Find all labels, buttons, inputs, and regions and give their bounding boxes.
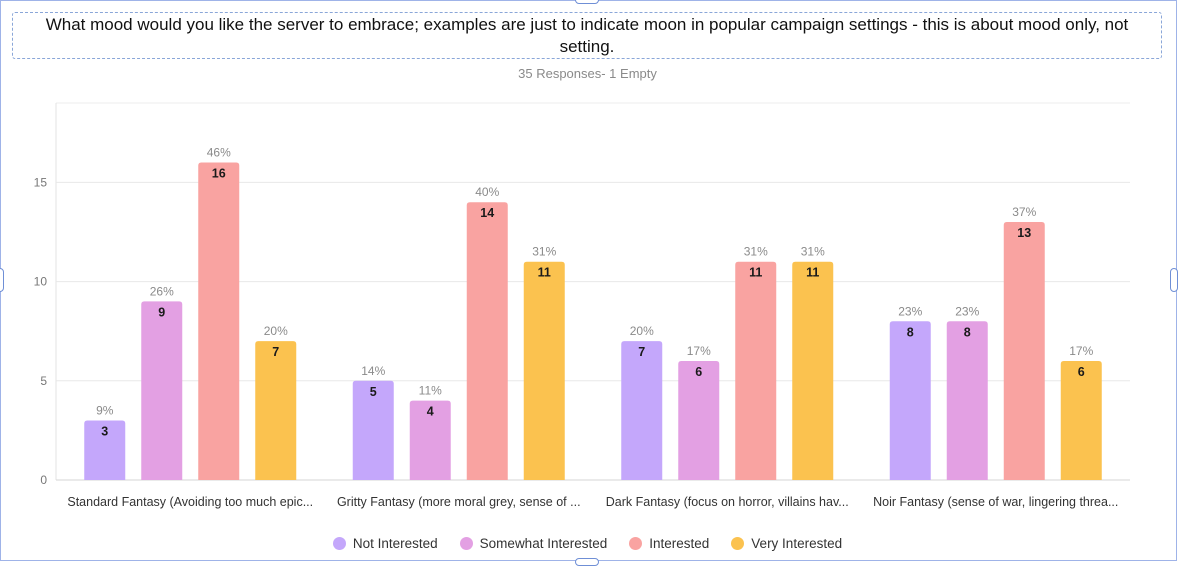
legend-swatch-very-interested	[731, 537, 745, 550]
bar	[678, 360, 720, 480]
bar-percent-label: 23%	[898, 304, 922, 318]
bar-value-label: 3	[101, 424, 108, 438]
legend-item-very-interested[interactable]: Very Interested	[731, 536, 842, 551]
question-title[interactable]: What mood would you like the server to e…	[12, 12, 1162, 59]
resize-handle-right[interactable]	[1170, 268, 1178, 292]
bar-value-label: 13	[1017, 226, 1031, 240]
y-tick-label: 0	[40, 473, 47, 487]
bar	[889, 321, 931, 480]
question-title-text: What mood would you like the server to e…	[45, 14, 1129, 56]
x-category-label: Dark Fantasy (focus on horror, villains …	[606, 495, 849, 509]
bar	[84, 420, 126, 480]
legend-swatch-interested	[629, 537, 643, 550]
x-category-label: Noir Fantasy (sense of war, lingering th…	[873, 495, 1118, 509]
bar	[946, 321, 988, 480]
legend-label-somewhat-interested: Somewhat Interested	[479, 536, 608, 551]
bar-value-label: 6	[1078, 365, 1085, 379]
bar-value-label: 14	[480, 206, 494, 220]
y-tick-label: 5	[40, 374, 47, 388]
legend-label-not-interested: Not Interested	[352, 536, 438, 551]
bar	[141, 301, 183, 480]
bar-value-label: 16	[212, 167, 226, 181]
bar-percent-label: 40%	[475, 185, 499, 199]
response-count: 35 Responses- 1 Empty	[518, 66, 657, 81]
bar-value-label: 11	[538, 266, 551, 280]
bar-value-label: 8	[964, 325, 971, 339]
bar-value-label: 7	[638, 345, 645, 359]
legend-label-interested: Interested	[649, 536, 710, 551]
bar	[735, 261, 777, 480]
bar	[523, 261, 565, 480]
bar-percent-label: 37%	[1012, 205, 1036, 219]
bar	[352, 380, 394, 480]
bar-percent-label: 11%	[419, 384, 442, 398]
bar-percent-label: 31%	[532, 245, 556, 259]
bar-value-label: 9	[158, 305, 165, 319]
legend-item-somewhat-interested[interactable]: Somewhat Interested	[459, 536, 608, 551]
x-category-label: Gritty Fantasy (more moral grey, sense o…	[337, 495, 581, 509]
bar	[466, 202, 508, 481]
bar-percent-label: 20%	[264, 324, 288, 338]
bar-percent-label: 46%	[207, 146, 231, 160]
bar-value-label: 4	[427, 405, 434, 419]
bar-percent-label: 14%	[361, 364, 385, 378]
bar	[621, 341, 663, 480]
bar-value-label: 5	[370, 385, 377, 399]
bar	[1003, 222, 1045, 481]
legend-item-not-interested[interactable]: Not Interested	[332, 536, 438, 551]
bar-value-label: 7	[272, 345, 279, 359]
bar	[255, 341, 297, 480]
bar-percent-label: 17%	[687, 344, 711, 358]
bar-value-label: 8	[907, 325, 914, 339]
bar-percent-label: 23%	[955, 304, 979, 318]
bar-percent-label: 17%	[1069, 344, 1093, 358]
bar	[792, 261, 834, 480]
legend-item-interested[interactable]: Interested	[629, 536, 709, 551]
bar-percent-label: 31%	[801, 245, 825, 259]
y-tick-label: 10	[34, 275, 48, 289]
chart-legend: Not Interested Somewhat Interested Inter…	[0, 536, 1175, 551]
bar-percent-label: 20%	[630, 324, 654, 338]
x-category-label: Standard Fantasy (Avoiding too much epic…	[67, 495, 313, 509]
bar-value-label: 6	[695, 365, 702, 379]
bar-percent-label: 26%	[150, 284, 174, 298]
bar	[1060, 360, 1102, 480]
legend-swatch-not-interested	[332, 537, 346, 550]
legend-label-very-interested: Very Interested	[751, 536, 843, 551]
bar-percent-label: 9%	[96, 403, 114, 417]
y-tick-label: 15	[34, 175, 48, 189]
bar-value-label: 11	[749, 266, 762, 280]
bar-value-label: 11	[806, 266, 819, 280]
bar	[409, 400, 451, 480]
bar-percent-label: 31%	[744, 245, 768, 259]
legend-swatch-somewhat-interested	[459, 537, 473, 550]
bar	[198, 162, 240, 481]
